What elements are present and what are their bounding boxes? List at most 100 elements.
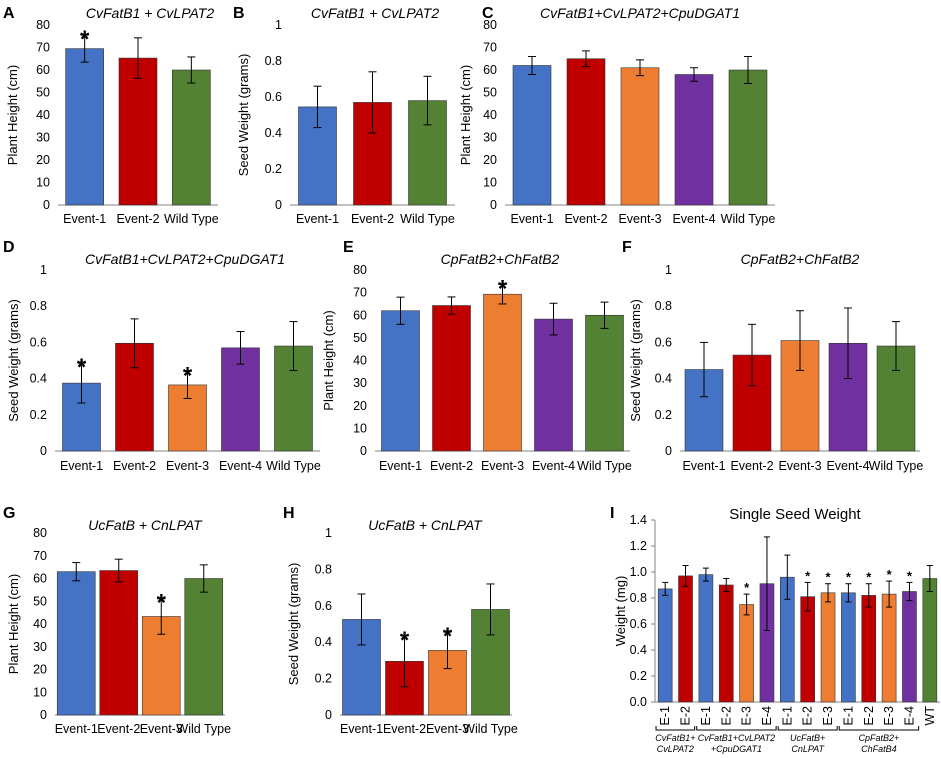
x-tick-label: E-4: [902, 706, 916, 726]
bar: [172, 69, 211, 206]
panel-H: H UcFatB + CnLPAT Seed Weight (grams) 0 0.2 0…: [283, 505, 518, 736]
significance-marker: *: [77, 354, 87, 381]
y-tick-label: 70: [483, 41, 497, 55]
y-axis-label: Plant Height (cm): [458, 65, 473, 165]
x-tick-label: Event-1: [63, 212, 106, 226]
x-tick-label: Event-2: [564, 212, 607, 226]
bar: [728, 69, 768, 206]
y-tick-label: 60: [36, 63, 50, 77]
y-tick-label: 0: [490, 198, 497, 212]
y-tick-label: 30: [353, 376, 367, 390]
y-tick-label: 1: [665, 263, 672, 277]
x-tick-label: Event-4: [826, 459, 869, 473]
x-tick-label: Event-3: [166, 459, 209, 473]
x-tick-label: E-4: [760, 706, 774, 726]
bar: [718, 584, 734, 703]
y-tick-label: 0.2: [315, 672, 332, 686]
bar: [534, 318, 573, 452]
bar: [184, 578, 224, 716]
x-tick-label: Event-1: [55, 722, 98, 736]
panel-label: B: [233, 5, 245, 22]
chart-title: CpFatB2+ChFatB2: [441, 251, 560, 267]
x-tick-label: Event-1: [340, 722, 383, 736]
y-tick-label: 30: [36, 131, 50, 145]
x-tick-label: Event-3: [426, 722, 469, 736]
bar: [657, 588, 673, 703]
y-tick-label: 0.8: [30, 299, 47, 313]
x-tick-label: E-2: [801, 706, 815, 726]
y-tick-label: 80: [33, 526, 47, 540]
significance-marker: *: [805, 568, 811, 583]
group-label: +CpuDGAT1: [711, 744, 762, 754]
y-tick-label: 0.2: [655, 408, 672, 422]
y-tick-label: 10: [483, 176, 497, 190]
y-tick-label: 1.2: [630, 539, 647, 553]
y-tick-label: 0: [275, 198, 282, 212]
chart-title: UcFatB + CnLPAT: [368, 517, 483, 533]
chart-title: Single Seed Weight: [729, 506, 861, 523]
group-label: CnLPAT: [791, 744, 825, 754]
bar: [800, 596, 815, 703]
y-tick-label: 0.6: [655, 335, 672, 349]
x-tick-label: Event-2: [97, 722, 140, 736]
y-tick-label: 0.4: [630, 643, 647, 657]
y-tick-label: 1: [40, 263, 47, 277]
x-tick-label: Event-4: [672, 212, 715, 226]
bar: [566, 58, 606, 206]
panel-label: H: [283, 505, 295, 522]
x-tick-label: Wild Type: [577, 459, 632, 473]
y-axis-label: Seed Weight (grams): [236, 54, 251, 177]
y-tick-label: 0.4: [30, 372, 47, 386]
y-tick-label: 50: [36, 86, 50, 100]
x-tick-label: E-2: [862, 706, 876, 726]
y-tick-label: 1: [325, 526, 332, 540]
y-tick-label: 10: [353, 421, 367, 435]
y-tick-label: 0.8: [315, 562, 332, 576]
significance-marker: *: [887, 567, 893, 582]
chart-title: CvFatB1+CvLPAT2+CpuDGAT1: [85, 251, 285, 267]
panel-label: F: [622, 239, 632, 256]
bar: [512, 65, 552, 206]
y-axis-label: Seed Weight (grams): [6, 299, 21, 422]
panel-label: G: [3, 505, 15, 522]
y-tick-label: 60: [483, 63, 497, 77]
y-tick-label: 60: [353, 308, 367, 322]
x-tick-label: E-2: [679, 706, 693, 726]
x-tick-label: Wild Type: [869, 459, 924, 473]
bar: [902, 591, 917, 703]
x-tick-label: Event-2: [383, 722, 426, 736]
group-bracket: [777, 726, 838, 731]
y-tick-label: 10: [36, 176, 50, 190]
y-tick-label: 0.0: [630, 695, 647, 709]
panel-label: D: [3, 239, 15, 256]
y-tick-label: 0.4: [655, 372, 672, 386]
bar: [678, 575, 693, 703]
bar: [381, 310, 420, 452]
significance-marker: *: [744, 580, 750, 595]
x-tick-label: E-1: [780, 706, 794, 726]
group-label: CvFatB1+CvLPAT2: [698, 733, 775, 743]
y-tick-label: 0.8: [655, 299, 672, 313]
y-tick-label: 80: [36, 18, 50, 32]
x-tick-label: E-3: [882, 706, 896, 726]
panel-I: I Single Seed Weight Weight (mg) 0.0 0.2 0.4 0…: [610, 505, 940, 754]
panel-B: B CvFatB1 + CvLPAT2 Seed Weight (grams) 0 0.…: [233, 5, 455, 226]
bar: [674, 74, 714, 206]
panel-label: E: [343, 239, 354, 256]
x-tick-label: E-3: [740, 706, 754, 726]
y-tick-label: 20: [33, 663, 47, 677]
significance-marker: *: [846, 570, 852, 585]
significance-marker: *: [183, 362, 193, 389]
y-tick-label: 60: [33, 572, 47, 586]
bar: [585, 314, 624, 452]
group-label: CvLPAT2: [657, 744, 694, 754]
panel-E: E CpFatB2+ChFatB2 Plant Height (cm) 0 10 20 30…: [321, 239, 632, 473]
y-tick-label: 70: [353, 286, 367, 300]
bar: [739, 604, 754, 703]
y-tick-label: 0.2: [265, 162, 282, 176]
x-tick-label: Event-2: [116, 212, 159, 226]
bar: [221, 347, 260, 452]
y-tick-label: 0.8: [630, 591, 647, 605]
significance-marker: *: [400, 627, 410, 654]
